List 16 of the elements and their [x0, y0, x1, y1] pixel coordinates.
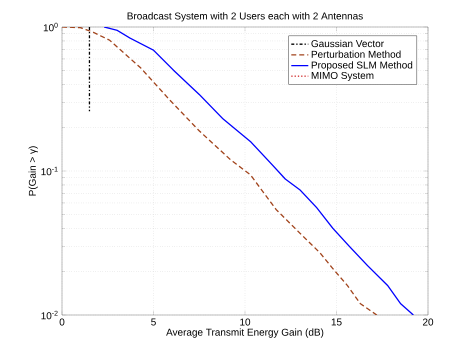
chart-title: Broadcast System with 2 Users each with 2 Antennas — [128, 12, 363, 22]
legend-label: Gaussian Vector — [311, 40, 384, 48]
x-axis-title: Average Transmit Energy Gain (dB) — [166, 328, 324, 338]
y-tick-label: 10$^{0}$ — [44, 22, 58, 32]
x-tick-label: 15 — [332, 318, 342, 326]
legend-label: Proposed SLM Method — [312, 61, 412, 71]
line-series — [103, 27, 414, 316]
y-tick-label: 10$^{-2}$ — [41, 310, 58, 320]
x-tick-label: 10 — [240, 318, 250, 326]
legend-label: Perturbation Method — [312, 50, 401, 58]
y-tick-label: 10$^{-1}$ — [41, 166, 58, 176]
legend-label: MIMO System — [312, 72, 374, 81]
x-tick-label: 0 — [60, 318, 64, 326]
x-tick-label: 20 — [422, 318, 434, 326]
y-axis-title: P(Gain > γ) — [28, 146, 38, 196]
x-tick-label: 5 — [151, 318, 156, 326]
